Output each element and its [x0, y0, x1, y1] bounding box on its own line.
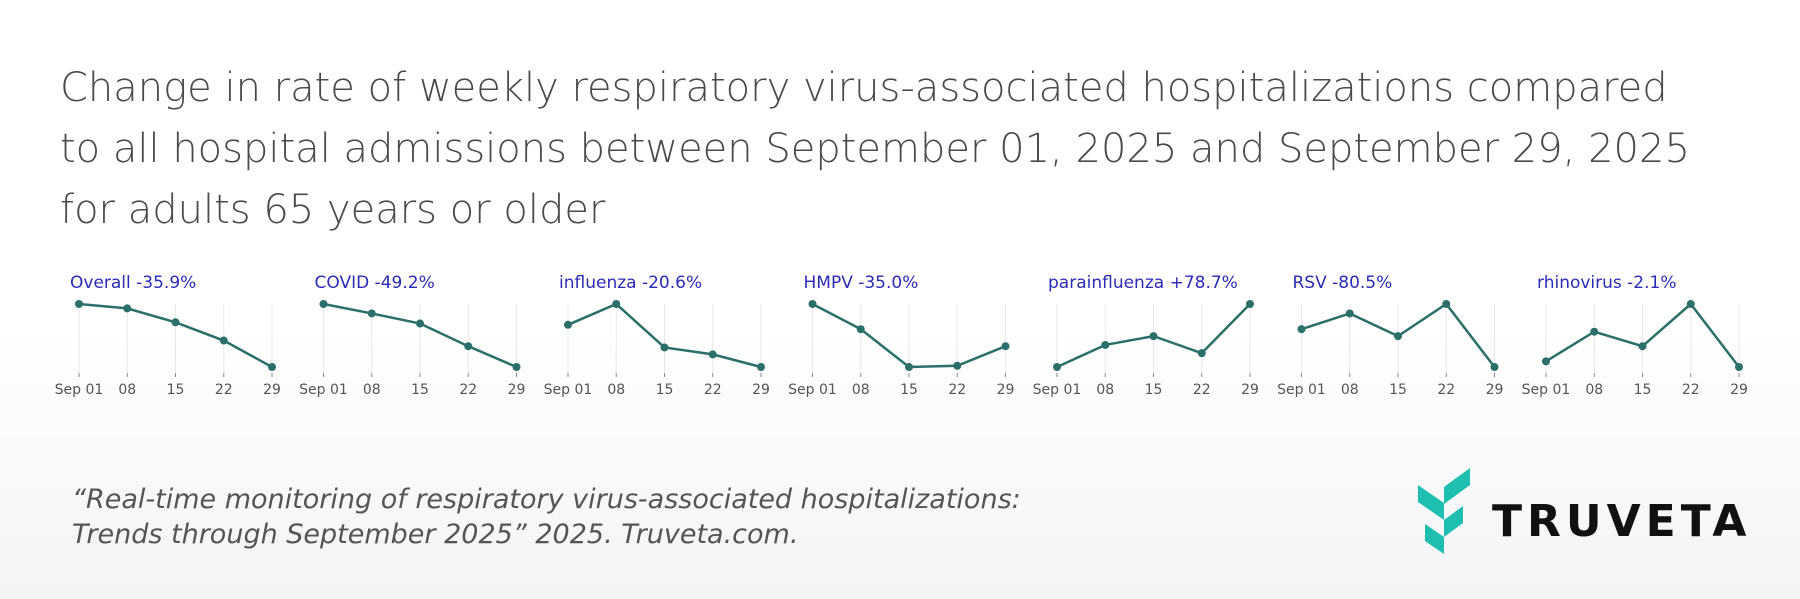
x-tick-label: 22: [215, 382, 233, 398]
chart-title: RSV -80.5%: [1293, 273, 1393, 293]
data-point: [367, 309, 376, 318]
data-point: [612, 300, 621, 308]
x-tick-label: 15: [900, 382, 918, 398]
data-point: [1394, 332, 1402, 341]
data-point: [416, 319, 424, 328]
chart-title: HMPV -35.0%: [804, 273, 919, 293]
x-tick-label: 22: [1193, 382, 1211, 398]
data-point: [757, 363, 765, 371]
data-point: [1638, 342, 1647, 351]
x-tick-label: 08: [1341, 382, 1359, 398]
x-tick-label: 22: [1437, 382, 1455, 398]
x-tick-label: Sep 01: [299, 382, 348, 398]
data-point: [319, 300, 328, 308]
data-point: [1590, 327, 1599, 336]
x-tick-label: 22: [948, 382, 966, 398]
data-point: [1345, 309, 1354, 318]
citation-line: Trends through September 2025” 2025. Tru…: [72, 519, 799, 550]
data-point: [512, 363, 521, 371]
logo-wordmark: TRUVETA: [1492, 496, 1752, 547]
data-point: [953, 361, 962, 370]
x-tick-label: Sep 01: [544, 382, 593, 398]
x-tick-label: 15: [411, 382, 429, 398]
data-point: [1246, 300, 1254, 308]
x-tick-label: 15: [656, 382, 674, 398]
data-point: [1197, 349, 1206, 358]
x-tick-label: 29: [752, 382, 770, 398]
x-tick-label: Sep 01: [788, 382, 837, 398]
x-tick-label: 22: [1682, 382, 1700, 398]
data-point: [123, 304, 132, 313]
data-point: [1053, 363, 1061, 371]
x-tick-label: 22: [704, 382, 722, 398]
x-tick-label: Sep 01: [55, 382, 104, 398]
x-tick-label: 08: [852, 382, 870, 398]
chart-title: Overall -35.9%: [70, 273, 196, 293]
title-line: for adults 65 years or older: [60, 187, 606, 233]
data-point: [1149, 332, 1158, 341]
data-point: [464, 342, 473, 351]
data-point: [1490, 363, 1499, 371]
data-point: [1101, 340, 1110, 349]
x-tick-label: 29: [1241, 382, 1259, 398]
x-tick-label: 08: [118, 382, 136, 398]
data-point: [1297, 325, 1306, 334]
small-multiples-charts: Overall -35.9% Sep 01 08 15 22 29 COVID -49.2%…: [0, 260, 1800, 410]
data-point: [1686, 300, 1695, 308]
data-point: [708, 350, 717, 359]
data-point: [171, 318, 180, 327]
x-tick-label: 08: [1096, 382, 1114, 398]
x-tick-label: 29: [1486, 382, 1504, 398]
data-point: [1442, 300, 1451, 308]
x-tick-label: 29: [1730, 382, 1748, 398]
chart-title: COVID -49.2%: [315, 273, 435, 293]
citation-line: “Real-time monitoring of respiratory vir…: [72, 484, 1021, 515]
data-point: [808, 300, 817, 308]
data-point: [564, 320, 572, 329]
data-point: [660, 343, 669, 352]
charts-svg: Overall -35.9% Sep 01 08 15 22 29 COVID -49.2%…: [55, 273, 1748, 398]
x-tick-label: Sep 01: [1033, 382, 1082, 398]
chart-title: influenza -20.6%: [559, 273, 702, 293]
x-tick-label: 15: [167, 382, 185, 398]
x-tick-label: 08: [363, 382, 381, 398]
chart-title: parainfluenza +78.7%: [1048, 273, 1238, 293]
x-tick-label: 08: [1585, 382, 1603, 398]
x-tick-label: Sep 01: [1277, 382, 1326, 398]
data-point: [219, 336, 228, 345]
data-point: [1542, 357, 1550, 366]
page-title: Change in rate of weekly respiratory vir…: [60, 58, 1780, 241]
x-tick-label: 15: [1145, 382, 1163, 398]
truveta-logo-icon: [1418, 468, 1470, 554]
x-tick-label: 29: [508, 382, 526, 398]
x-tick-label: 08: [607, 382, 625, 398]
x-tick-label: Sep 01: [1522, 382, 1571, 398]
x-tick-label: 29: [263, 382, 281, 398]
chart-title: rhinovirus -2.1%: [1537, 273, 1677, 293]
data-point: [268, 363, 276, 371]
x-tick-label: 15: [1634, 382, 1652, 398]
data-point: [1001, 342, 1010, 351]
title-line: Change in rate of weekly respiratory vir…: [60, 65, 1668, 111]
x-tick-label: 29: [997, 382, 1015, 398]
data-point: [856, 325, 865, 334]
citation: “Real-time monitoring of respiratory vir…: [72, 482, 1021, 552]
data-point: [75, 300, 83, 308]
x-tick-label: 15: [1389, 382, 1407, 398]
title-line: to all hospital admissions between Septe…: [60, 126, 1690, 172]
x-tick-label: 22: [459, 382, 477, 398]
data-point: [905, 363, 913, 371]
data-point: [1735, 363, 1743, 371]
